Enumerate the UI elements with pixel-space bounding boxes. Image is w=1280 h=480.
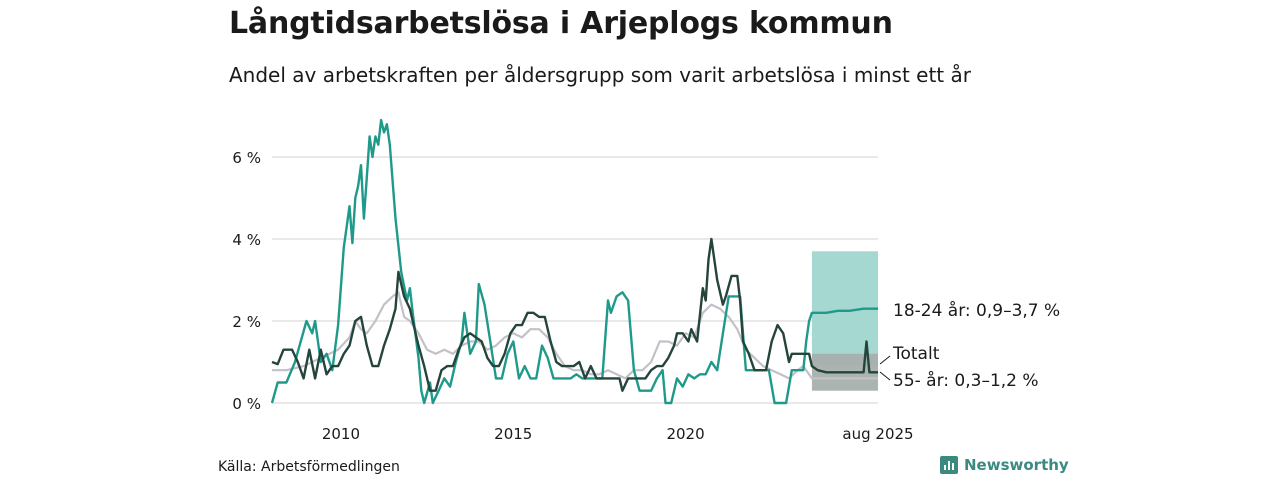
x-tick-label: 2010 bbox=[322, 425, 360, 443]
y-tick-label: 0 % bbox=[232, 395, 261, 413]
series-end-label: 18-24 år: 0,9–3,7 % bbox=[893, 300, 1060, 321]
bar-chart-icon bbox=[940, 456, 958, 474]
x-tick-label: aug 2025 bbox=[842, 425, 913, 443]
series-line bbox=[270, 118, 878, 405]
chart-title: Långtidsarbetslösa i Arjeplogs kommun bbox=[229, 6, 893, 41]
y-tick-label: 4 % bbox=[232, 231, 261, 249]
y-tick-label: 2 % bbox=[232, 313, 261, 331]
series-end-label: Totalt bbox=[892, 344, 940, 364]
series-end-label: 55- år: 0,3–1,2 % bbox=[893, 370, 1039, 391]
x-tick-label: 2015 bbox=[494, 425, 532, 443]
label-connector bbox=[879, 355, 891, 365]
series-line bbox=[272, 291, 878, 380]
label-connector bbox=[879, 371, 891, 381]
source-note: Källa: Arbetsförmedlingen bbox=[218, 459, 400, 475]
x-tick-label: 2020 bbox=[666, 425, 704, 443]
brand-name: Newsworthy bbox=[964, 456, 1069, 474]
newsworthy-logo: Newsworthy bbox=[940, 456, 1069, 474]
y-tick-label: 6 % bbox=[232, 149, 261, 167]
chart-subtitle: Andel av arbetskraften per åldersgrupp s… bbox=[229, 63, 971, 87]
series-line bbox=[271, 237, 878, 392]
